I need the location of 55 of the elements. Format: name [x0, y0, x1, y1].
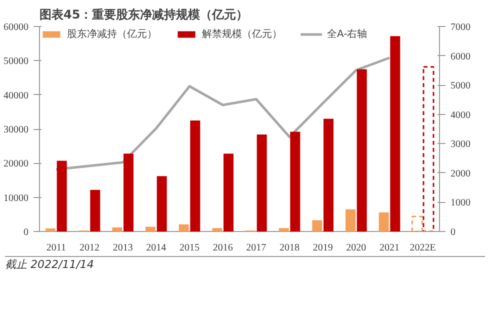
- bar: [290, 132, 300, 232]
- y-tick-label: 30000: [4, 124, 28, 136]
- bar: [224, 154, 234, 232]
- x-tick-label: 2020: [346, 242, 366, 254]
- y-tick-label: 10000: [4, 192, 28, 204]
- bar: [212, 228, 222, 232]
- bar: [324, 118, 334, 232]
- y-tick-label: 50000: [4, 56, 28, 68]
- line-series: [54, 56, 391, 171]
- x-tick-label: 2012: [80, 242, 100, 254]
- text: 截止 2022/11/14: [5, 257, 94, 273]
- bar: [124, 154, 134, 232]
- y-tick-label: 0: [24, 227, 28, 238]
- y2-tick-label: 3000: [450, 139, 470, 150]
- bar: [56, 160, 67, 232]
- bar: [346, 209, 356, 232]
- bar: [390, 36, 400, 232]
- bar: [178, 224, 189, 232]
- bar: [90, 190, 100, 232]
- y2-tick-label: 2000: [450, 168, 470, 180]
- y2-tick-label: 1000: [450, 198, 470, 209]
- legend-label: 全A-右轴: [327, 28, 368, 41]
- x-tick-label: 2016: [212, 242, 233, 254]
- legend-label: 股东净减持（亿元）: [67, 28, 157, 41]
- x-tick-label: 2019: [312, 242, 333, 254]
- chart-title: 图表45：重要股东净减持规模（亿元）: [40, 8, 248, 22]
- x-tick-label: 2022E: [410, 242, 436, 254]
- bar: [156, 176, 167, 232]
- bar: [190, 120, 200, 232]
- y2-tick-label: 5000: [450, 80, 470, 92]
- x-tick-label: 2017: [246, 242, 266, 254]
- bar: [312, 220, 322, 232]
- x-tick-label: 2018: [280, 242, 300, 254]
- y-tick-label: 20000: [4, 158, 28, 170]
- bar: [46, 228, 56, 232]
- bar: [278, 228, 289, 232]
- x-tick-label: 2011: [46, 242, 66, 254]
- x-tick-label: 2014: [146, 242, 166, 254]
- bar: [378, 212, 389, 232]
- y-tick-label: 60000: [4, 22, 28, 33]
- y2-tick-label: 0: [450, 227, 456, 238]
- y2-tick-label: 7000: [450, 22, 470, 33]
- x-tick-label: 2013: [112, 242, 133, 254]
- legend-label: 解禁规模（亿元）: [202, 28, 282, 41]
- x-tick-label: 2015: [180, 242, 200, 254]
- y2-tick-label: 6000: [450, 51, 470, 62]
- bar: [422, 66, 434, 232]
- bar: [112, 227, 122, 232]
- bar: [256, 134, 267, 232]
- bar: [146, 226, 156, 232]
- x-tick-label: 2021: [380, 242, 400, 254]
- bar: [411, 216, 423, 232]
- y2-tick-label: 4000: [450, 110, 470, 121]
- y-tick-label: 40000: [4, 90, 28, 102]
- bar: [356, 69, 367, 232]
